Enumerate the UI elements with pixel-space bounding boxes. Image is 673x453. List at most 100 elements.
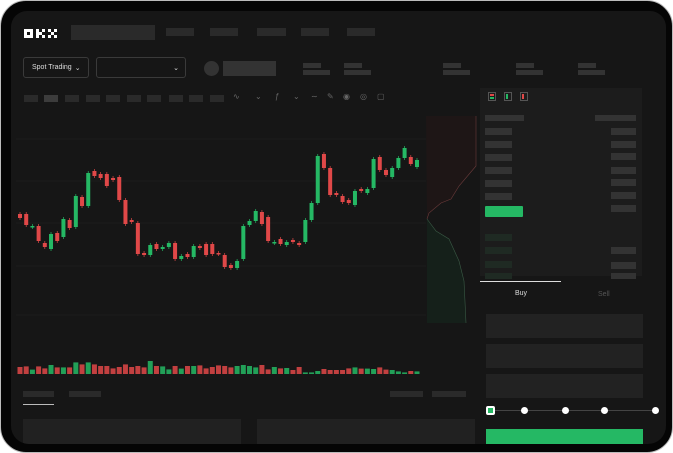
- tab-sell[interactable]: Sell: [598, 291, 610, 298]
- timeframe-button[interactable]: [147, 95, 161, 102]
- candle[interactable]: [408, 157, 413, 164]
- settings-icon[interactable]: ◎: [360, 92, 367, 101]
- candle[interactable]: [328, 168, 333, 195]
- candle[interactable]: [154, 244, 159, 249]
- candle[interactable]: [352, 191, 357, 205]
- candle[interactable]: [259, 212, 264, 224]
- candle[interactable]: [179, 256, 184, 259]
- filter-button[interactable]: [390, 391, 423, 397]
- candle[interactable]: [390, 168, 395, 177]
- filter-button[interactable]: [432, 391, 466, 397]
- bid-price[interactable]: [485, 234, 512, 241]
- candle[interactable]: [30, 226, 35, 228]
- ask-price[interactable]: [485, 180, 512, 187]
- candle[interactable]: [359, 189, 364, 191]
- candle[interactable]: [371, 159, 376, 188]
- timeframe-button[interactable]: [24, 95, 38, 102]
- nav-item[interactable]: [166, 28, 194, 36]
- search-bar[interactable]: [71, 25, 155, 40]
- candle[interactable]: [111, 178, 116, 180]
- candle[interactable]: [228, 265, 233, 268]
- candle[interactable]: [216, 253, 221, 255]
- fullscreen-icon[interactable]: ▢: [377, 92, 385, 101]
- orderbook-buy-icon[interactable]: [504, 92, 512, 101]
- candle[interactable]: [98, 174, 103, 178]
- nav-item[interactable]: [347, 28, 375, 36]
- candle[interactable]: [117, 177, 122, 200]
- candle[interactable]: [86, 173, 91, 206]
- dropdown-icon[interactable]: ⌄: [293, 92, 300, 101]
- candle[interactable]: [135, 223, 140, 254]
- candle[interactable]: [185, 254, 190, 257]
- ask-price[interactable]: [485, 193, 512, 200]
- orderbook-both-icon[interactable]: [488, 92, 496, 101]
- candle[interactable]: [284, 242, 289, 245]
- candle[interactable]: [334, 193, 339, 195]
- candle[interactable]: [340, 196, 345, 202]
- candle[interactable]: [160, 247, 165, 249]
- slider-step-25[interactable]: [521, 407, 528, 414]
- candle[interactable]: [241, 226, 246, 259]
- candle[interactable]: [204, 244, 209, 255]
- candle[interactable]: [191, 246, 196, 257]
- candle[interactable]: [303, 220, 308, 242]
- candle[interactable]: [247, 221, 252, 225]
- timeframe-button[interactable]: [86, 95, 100, 102]
- slider-step-100[interactable]: [652, 407, 659, 414]
- candle[interactable]: [55, 233, 60, 241]
- candle[interactable]: [321, 154, 326, 168]
- timeframe-button-active[interactable]: [44, 95, 58, 102]
- candle[interactable]: [197, 246, 202, 248]
- candle[interactable]: [235, 261, 240, 268]
- candle[interactable]: [67, 220, 72, 228]
- candle[interactable]: [278, 239, 283, 244]
- candle[interactable]: [42, 243, 47, 247]
- bid-price[interactable]: [485, 247, 512, 254]
- candle[interactable]: [142, 253, 147, 255]
- candle[interactable]: [104, 174, 109, 186]
- candle[interactable]: [309, 203, 314, 220]
- candle[interactable]: [173, 243, 178, 259]
- timeframe-button[interactable]: [65, 95, 79, 102]
- orderbook-sell-icon[interactable]: [520, 92, 528, 101]
- ask-price[interactable]: [485, 141, 512, 148]
- candle[interactable]: [18, 214, 22, 218]
- candle[interactable]: [290, 240, 295, 242]
- candle[interactable]: [383, 170, 388, 175]
- wave-icon[interactable]: ∼: [311, 92, 318, 101]
- tab-buy[interactable]: Buy: [515, 290, 528, 297]
- total-input[interactable]: [486, 374, 643, 398]
- candle[interactable]: [222, 255, 227, 267]
- candle[interactable]: [92, 171, 97, 176]
- nav-item[interactable]: [257, 28, 286, 36]
- timeframe-button[interactable]: [127, 95, 141, 102]
- bid-price[interactable]: [485, 273, 512, 279]
- timeframe-button[interactable]: [189, 95, 203, 102]
- nav-item[interactable]: [210, 28, 238, 36]
- candle[interactable]: [315, 156, 320, 203]
- candle[interactable]: [166, 243, 171, 247]
- price-input[interactable]: [486, 314, 643, 338]
- slider-step-50[interactable]: [562, 407, 569, 414]
- amount-input[interactable]: [486, 344, 643, 368]
- tab-order-history[interactable]: [69, 391, 101, 397]
- ask-price[interactable]: [485, 154, 512, 161]
- candle[interactable]: [123, 200, 128, 224]
- pair-select[interactable]: ⌄: [96, 57, 186, 78]
- timeframe-button[interactable]: [106, 95, 120, 102]
- amount-slider-handle[interactable]: [486, 406, 495, 415]
- candle[interactable]: [61, 219, 66, 237]
- candle[interactable]: [377, 157, 382, 170]
- candle[interactable]: [266, 217, 271, 241]
- candle[interactable]: [73, 196, 78, 227]
- timeframe-button[interactable]: [210, 95, 224, 102]
- candlestick-chart[interactable]: [11, 111, 481, 376]
- candle[interactable]: [402, 148, 407, 158]
- candle[interactable]: [36, 226, 41, 241]
- candle[interactable]: [148, 245, 153, 255]
- bid-price[interactable]: [485, 261, 512, 268]
- nav-item[interactable]: [301, 28, 329, 36]
- ask-price[interactable]: [485, 167, 512, 174]
- candle[interactable]: [297, 243, 302, 245]
- timeframe-button[interactable]: [169, 95, 183, 102]
